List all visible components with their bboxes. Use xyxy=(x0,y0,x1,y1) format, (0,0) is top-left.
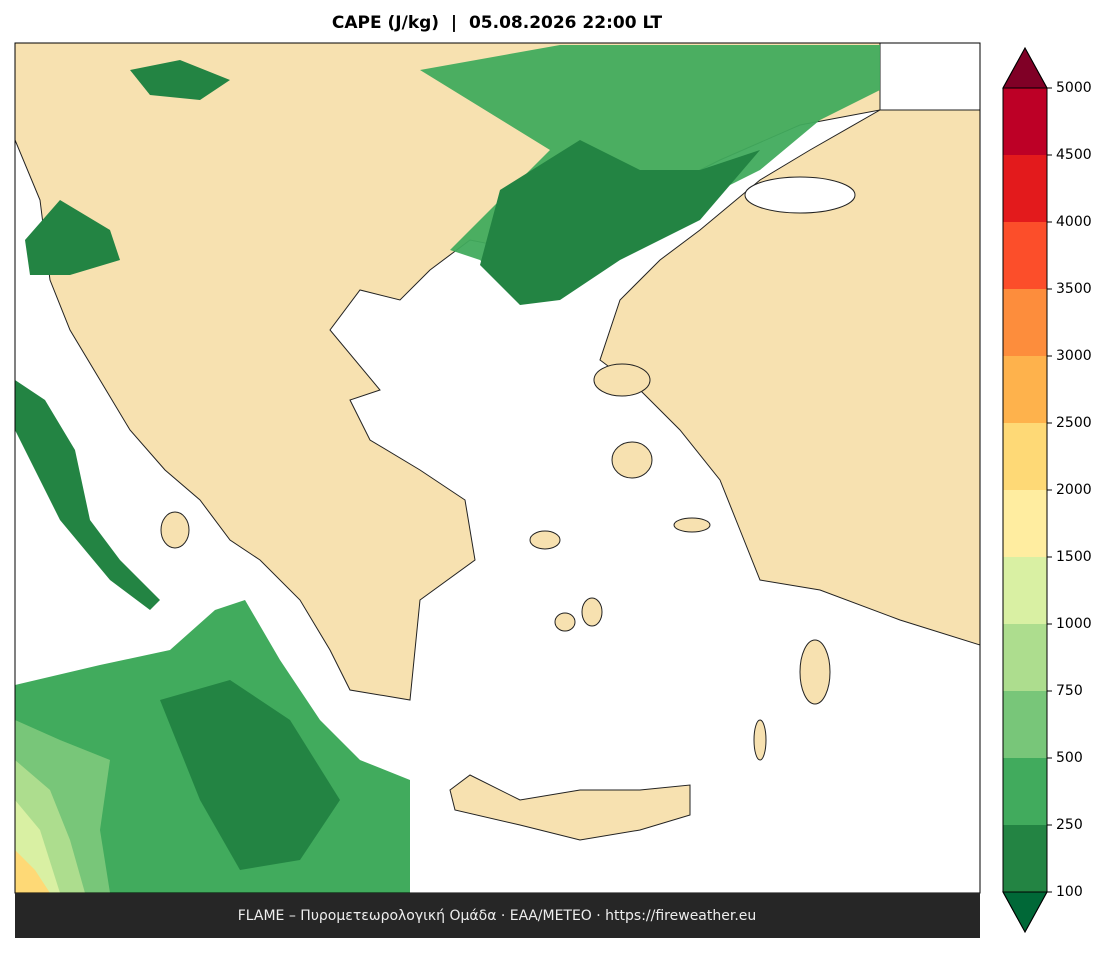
colorbar-under-extension xyxy=(1002,891,1048,934)
colorbar-tick-label: 5000 xyxy=(1056,80,1092,96)
cape-field-north-inland xyxy=(130,60,230,100)
colorbar-tick-label: 100 xyxy=(1056,884,1083,900)
colorbar-band xyxy=(1003,691,1047,758)
colorbar: 100 250 500 750 1000 1500 2000 2500 3000 3500 4000… xyxy=(1002,46,1092,934)
cape-field-west xyxy=(25,200,120,275)
island xyxy=(529,530,561,550)
colorbar-band xyxy=(1003,88,1047,155)
crete xyxy=(449,774,691,841)
colorbar-tick-label: 4500 xyxy=(1056,147,1092,163)
colorbar-tick-label: 3000 xyxy=(1056,348,1092,364)
island xyxy=(673,517,711,533)
lesvos xyxy=(593,363,651,397)
colorbar-tick-label: 2500 xyxy=(1056,415,1092,431)
rhodes xyxy=(799,639,831,705)
colorbar-tick-label: 250 xyxy=(1056,817,1083,833)
colorbar-over-extension xyxy=(1002,46,1048,89)
kefalonia xyxy=(160,511,190,549)
colorbar-tick-label: 4000 xyxy=(1056,214,1092,230)
chios xyxy=(611,441,653,479)
island xyxy=(753,719,767,761)
colorbar-tick-label: 2000 xyxy=(1056,482,1092,498)
colorbar-band xyxy=(1003,222,1047,289)
colorbar-tick-label: 500 xyxy=(1056,750,1083,766)
island xyxy=(554,612,576,632)
colorbar-tick-label: 3500 xyxy=(1056,281,1092,297)
cape-field-southwest-dark xyxy=(160,680,340,870)
cape-field-southwest-yellow xyxy=(15,850,50,893)
map-title: CAPE (J/kg) | 05.08.2026 22:00 LT xyxy=(332,13,663,33)
colorbar-band xyxy=(1003,758,1047,825)
cape-field-north-dark xyxy=(480,140,760,305)
colorbar-band xyxy=(1003,289,1047,356)
cape-field-ionian xyxy=(15,380,160,610)
sea-of-marmara xyxy=(744,176,856,214)
colorbar-tick-label: 1000 xyxy=(1056,616,1092,632)
colorbar-band xyxy=(1003,356,1047,423)
map xyxy=(14,42,981,894)
colorbar-band xyxy=(1003,490,1047,557)
footer-credit: FLAME – Πυρομετεωρολογική Ομάδα · ΕΑΑ/ME… xyxy=(238,908,757,924)
colorbar-band xyxy=(1003,825,1047,892)
footer-bar xyxy=(15,893,980,938)
colorbar-tick-label: 1500 xyxy=(1056,549,1092,565)
island xyxy=(581,597,603,627)
colorbar-tick-label: 750 xyxy=(1056,683,1083,699)
colorbar-band xyxy=(1003,155,1047,222)
colorbar-band xyxy=(1003,423,1047,490)
colorbar-band xyxy=(1003,557,1047,624)
colorbar-band xyxy=(1003,624,1047,691)
